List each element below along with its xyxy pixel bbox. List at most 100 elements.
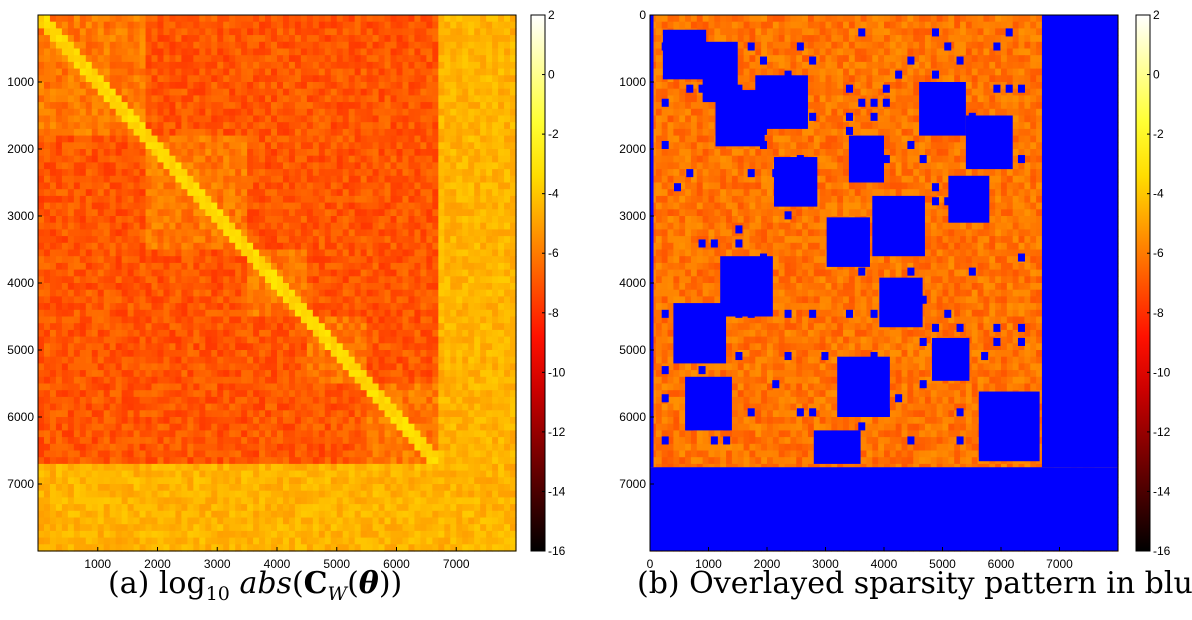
heatmap-a-cell bbox=[49, 149, 57, 157]
heatmap-a-cell bbox=[318, 276, 326, 284]
heatmap-a-cell bbox=[247, 323, 254, 331]
heatmap-a-cell bbox=[235, 115, 242, 123]
heatmap-a-cell bbox=[181, 61, 188, 70]
heatmap-a-cell bbox=[462, 329, 469, 338]
heatmap-a-cell bbox=[468, 256, 475, 264]
heatmap-a-cell bbox=[67, 336, 75, 344]
heatmap-a-cell bbox=[324, 283, 332, 291]
heatmap-a-cell bbox=[55, 61, 63, 70]
heatmap-a-cell bbox=[510, 269, 517, 277]
heatmap-a-cell bbox=[229, 410, 236, 418]
heatmap-a-cell bbox=[109, 316, 117, 324]
heatmap-a-cell bbox=[300, 115, 308, 123]
heatmap-a-cell bbox=[277, 169, 284, 177]
heatmap-a-cell bbox=[366, 383, 374, 391]
heatmap-a-cell bbox=[294, 61, 302, 70]
heatmap-a-cell bbox=[211, 269, 218, 277]
heatmap-a-cell bbox=[265, 309, 272, 318]
heatmap-a-cell bbox=[354, 242, 362, 251]
heatmap-a-cell bbox=[288, 343, 296, 351]
heatmap-a-cell bbox=[79, 242, 87, 251]
heatmap-a-cell bbox=[438, 135, 445, 143]
heatmap-a-cell bbox=[223, 316, 230, 324]
heatmap-a-cell bbox=[247, 102, 254, 110]
heatmap-a-cell bbox=[211, 102, 218, 110]
heatmap-a-cell bbox=[127, 48, 135, 56]
heatmap-a-cell bbox=[157, 236, 165, 244]
heatmap-a-cell bbox=[169, 276, 177, 284]
heatmap-a-cell bbox=[342, 95, 350, 103]
heatmap-a-cell bbox=[223, 229, 230, 237]
heatmap-a-cell bbox=[103, 142, 111, 150]
heatmap-a-cell bbox=[121, 15, 129, 23]
heatmap-a-cell bbox=[91, 41, 99, 50]
heatmap-a-cell bbox=[241, 202, 248, 210]
heatmap-a-cell bbox=[121, 289, 129, 297]
heatmap-a-cell bbox=[492, 417, 499, 425]
heatmap-a-cell bbox=[360, 102, 368, 110]
heatmap-a-cell bbox=[426, 363, 433, 371]
heatmap-a-cell bbox=[247, 122, 254, 130]
heatmap-a-cell bbox=[498, 242, 505, 251]
heatmap-a-cell bbox=[271, 169, 278, 177]
heatmap-a-cell bbox=[504, 329, 511, 338]
heatmap-a-cell bbox=[217, 122, 224, 130]
heatmap-a-cell bbox=[109, 296, 117, 304]
heatmap-a-cell bbox=[408, 128, 416, 137]
heatmap-a-cell bbox=[91, 182, 99, 190]
heatmap-a-cell bbox=[498, 323, 505, 331]
heatmap-a-cell bbox=[67, 115, 75, 123]
heatmap-a-cell bbox=[444, 350, 451, 358]
heatmap-a-cell bbox=[49, 363, 57, 371]
heatmap-a-cell bbox=[79, 175, 87, 184]
heatmap-a-cell bbox=[420, 28, 427, 36]
heatmap-a-cell bbox=[38, 343, 45, 351]
heatmap-a-cell bbox=[103, 68, 111, 76]
heatmap-a-cell bbox=[312, 222, 320, 230]
heatmap-a-cell bbox=[462, 417, 469, 425]
heatmap-a-cell bbox=[187, 48, 194, 56]
heatmap-a-cell bbox=[223, 175, 230, 184]
heatmap-a-cell bbox=[235, 289, 242, 297]
heatmap-a-cell bbox=[366, 336, 374, 344]
heatmap-a-cell bbox=[55, 21, 63, 29]
heatmap-a-cell bbox=[378, 35, 386, 43]
heatmap-a-cell bbox=[187, 350, 194, 358]
heatmap-a-cell bbox=[396, 55, 404, 63]
heatmap-a-cell bbox=[205, 115, 212, 123]
heatmap-a-cell bbox=[115, 135, 123, 143]
heatmap-a-cell bbox=[432, 155, 439, 163]
heatmap-a-cell bbox=[199, 336, 206, 344]
heatmap-a-cell bbox=[38, 390, 45, 398]
heatmap-a-cell bbox=[468, 262, 475, 271]
heatmap-a-cell bbox=[199, 417, 206, 425]
heatmap-a-cell bbox=[193, 128, 200, 137]
heatmap-a-cell bbox=[199, 135, 206, 143]
heatmap-a-cell bbox=[312, 175, 320, 184]
heatmap-a-cell bbox=[414, 189, 421, 197]
heatmap-a-cell bbox=[151, 48, 159, 56]
heatmap-a-cell bbox=[43, 336, 51, 344]
heatmap-a-cell bbox=[145, 396, 153, 405]
heatmap-a-cell bbox=[336, 249, 344, 257]
heatmap-a-cell bbox=[193, 175, 200, 184]
heatmap-a-cell bbox=[241, 175, 248, 184]
heatmap-a-cell bbox=[229, 236, 236, 244]
heatmap-a-cell bbox=[378, 41, 386, 50]
heatmap-a-cell bbox=[38, 75, 45, 83]
heatmap-a-cell bbox=[253, 356, 260, 364]
heatmap-a-cell bbox=[211, 142, 218, 150]
heatmap-a-cell bbox=[498, 296, 505, 304]
heatmap-a-cell bbox=[115, 289, 123, 297]
heatmap-a-cell bbox=[187, 423, 194, 431]
heatmap-a-cell bbox=[139, 182, 147, 190]
heatmap-a-cell bbox=[312, 182, 320, 190]
heatmap-a-cell bbox=[181, 155, 188, 163]
heatmap-a-cell bbox=[444, 55, 451, 63]
heatmap-a-cell bbox=[414, 155, 421, 163]
heatmap-a-cell bbox=[61, 396, 69, 405]
heatmap-a-cell bbox=[468, 296, 475, 304]
heatmap-a-cell bbox=[486, 363, 493, 371]
heatmap-a-cell bbox=[444, 303, 451, 311]
heatmap-a-cell bbox=[163, 249, 171, 257]
